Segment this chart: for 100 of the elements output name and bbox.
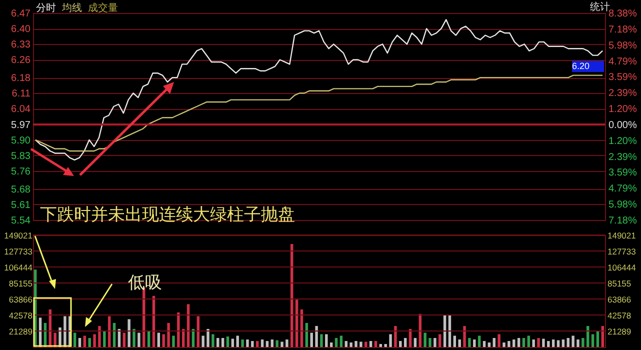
- y2-tick-label: 4.79%: [608, 184, 637, 195]
- bar: [315, 326, 318, 347]
- bar: [389, 334, 392, 347]
- bar: [508, 340, 510, 347]
- bar: [196, 316, 200, 347]
- bar: [527, 336, 530, 347]
- bar: [582, 338, 584, 347]
- bar: [202, 336, 204, 347]
- y-tick-label: 5.97: [11, 120, 31, 131]
- line-series: [34, 19, 604, 161]
- y-tick-label: 6.47: [11, 8, 31, 20]
- bar: [552, 339, 555, 347]
- bar: [172, 336, 175, 347]
- bar: [596, 331, 600, 347]
- bar: [157, 332, 160, 347]
- bar: [502, 342, 506, 347]
- bar: [260, 339, 264, 347]
- bar: [221, 338, 224, 347]
- bar: [522, 338, 526, 347]
- bar: [231, 338, 234, 347]
- y-tick-label: 5.54: [11, 216, 31, 226]
- y-tick-label: 149021: [4, 230, 33, 240]
- y-tick-label: 6.04: [11, 104, 31, 116]
- bar: [434, 338, 436, 347]
- bar: [98, 326, 101, 347]
- y2-tick-label: 1.20%: [608, 136, 637, 147]
- bar: [532, 339, 535, 347]
- y2-tick-label: 21289: [608, 326, 632, 336]
- bar: [128, 319, 130, 347]
- y-tick-label: 127733: [4, 246, 33, 256]
- y-tick-label: 63866: [8, 294, 33, 304]
- y2-tick-label: 42578: [608, 310, 632, 320]
- y-tick-label: 106444: [4, 262, 33, 272]
- annotation: 下跌时并未出现连续大绿柱子抛盘: [40, 205, 295, 224]
- y2-tick-label: 3.59%: [608, 168, 637, 179]
- bar: [167, 322, 170, 347]
- bar: [344, 340, 348, 347]
- y2-tick-label: 1.20%: [608, 104, 637, 116]
- bar: [488, 342, 491, 347]
- bar: [537, 338, 540, 347]
- bar: [58, 327, 62, 347]
- y-tick-label: 6.33: [11, 40, 31, 51]
- bar: [177, 312, 180, 347]
- bar: [286, 339, 288, 347]
- bar: [226, 336, 230, 347]
- bar: [458, 339, 461, 347]
- bar: [473, 339, 476, 347]
- bar: [330, 342, 333, 347]
- bar: [88, 338, 91, 347]
- bar: [246, 339, 249, 347]
- bar: [562, 339, 565, 347]
- annotation: 6.20: [572, 61, 604, 72]
- bar: [73, 332, 76, 347]
- bar: [256, 340, 259, 347]
- bar: [103, 331, 106, 347]
- bar: [399, 340, 402, 347]
- y2-tick-label: 127733: [608, 246, 636, 256]
- bar: [78, 338, 82, 347]
- bar: [576, 339, 580, 347]
- bar: [468, 338, 471, 347]
- bar: [354, 340, 358, 347]
- bar: [492, 338, 496, 347]
- y-tick-label: 5.61: [11, 200, 31, 211]
- y2-tick-label: 7.18%: [608, 216, 637, 226]
- bar: [83, 336, 86, 347]
- y2-tick-label: 0.00%: [608, 120, 637, 131]
- y-tick-label: 5.90: [11, 135, 31, 146]
- bar: [591, 334, 594, 347]
- text: 成交量: [88, 3, 118, 14]
- bar: [132, 328, 136, 347]
- y-tick-label: 5.83: [11, 150, 31, 162]
- y-tick-label: 6.26: [11, 55, 31, 66]
- bar: [147, 331, 150, 347]
- bar: [394, 326, 397, 347]
- bar: [64, 316, 66, 347]
- y2-tick-label: 8.38%: [608, 8, 637, 20]
- bar: [478, 336, 481, 347]
- y2-tick-label: 4.79%: [608, 56, 637, 68]
- y-tick-label: 6.18: [11, 73, 31, 84]
- text: 均线: [62, 3, 82, 14]
- bar: [320, 334, 323, 347]
- text: 分时: [36, 3, 56, 14]
- y-tick-label: 5.76: [11, 166, 31, 178]
- bar: [280, 342, 284, 347]
- bar: [498, 334, 500, 347]
- text: 统计: [590, 2, 610, 13]
- bar: [325, 334, 328, 347]
- bar: [334, 338, 338, 347]
- bar: [482, 340, 486, 347]
- bar: [379, 344, 382, 347]
- bar: [542, 338, 545, 347]
- y-tick-label: 5.68: [11, 184, 31, 196]
- y-tick-label: 6.40: [11, 24, 31, 36]
- line-series: [34, 74, 604, 152]
- bar: [428, 338, 432, 347]
- y2-tick-label: 5.98%: [608, 200, 637, 211]
- bar: [122, 332, 126, 347]
- y2-tick-label: 2.39%: [608, 152, 637, 163]
- bar: [251, 340, 254, 347]
- y-tick-label: 6.11: [12, 88, 31, 100]
